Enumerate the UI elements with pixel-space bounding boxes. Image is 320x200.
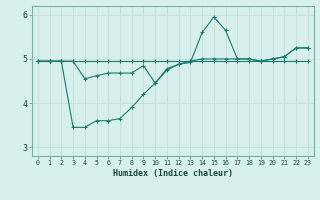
X-axis label: Humidex (Indice chaleur): Humidex (Indice chaleur)	[113, 169, 233, 178]
